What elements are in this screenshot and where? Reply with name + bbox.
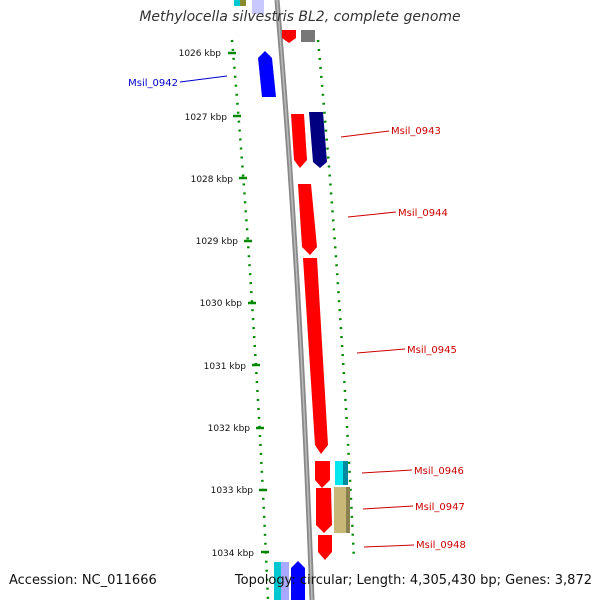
kbp-label: 1033 kbp — [211, 486, 254, 496]
gene-msil-0945[interactable] — [303, 258, 328, 454]
gene-top-olive — [240, 0, 246, 6]
leader-msil-0942 — [179, 75, 228, 83]
topology-label: Topology: circular; Length: 4,305,430 bp… — [234, 573, 592, 588]
gene-msil-0947[interactable] — [316, 488, 332, 533]
leader-msil-0945 — [356, 348, 406, 354]
kbp-labels: 1026 kbp 1027 kbp 1028 kbp 1029 kbp 1030… — [179, 49, 255, 559]
kbp-label: 1026 kbp — [179, 49, 222, 59]
leader-msil-0947 — [362, 505, 414, 510]
gene-label-msil-0943[interactable]: Msil_0943 — [391, 126, 441, 137]
gene-cyan-0946b-edge — [343, 461, 348, 485]
kbp-label: 1028 kbp — [191, 175, 234, 185]
gene-label-msil-0946[interactable]: Msil_0946 — [414, 466, 464, 477]
gene-label-msil-0945[interactable]: Msil_0945 — [407, 345, 457, 356]
genome-backbone-highlight — [276, 0, 313, 600]
gene-tan-0947b-edge — [346, 487, 350, 533]
gene-msil-0946[interactable] — [315, 461, 330, 488]
leader-msil-0946 — [361, 469, 413, 474]
gene-top-lightblue — [252, 0, 264, 14]
gene-label-msil-0942[interactable]: Msil_0942 — [128, 78, 178, 89]
gene-label-msil-0944[interactable]: Msil_0944 — [398, 208, 448, 219]
gene-msil-0942[interactable] — [258, 51, 276, 97]
gene-dark-0943b[interactable] — [309, 112, 327, 168]
gene-msil-0943[interactable] — [291, 114, 307, 168]
genome-title: Methylocella silvestris BL2, complete ge… — [139, 9, 461, 25]
gene-bottom-lightblue — [281, 562, 289, 600]
kbp-ticks — [228, 51, 269, 554]
kbp-label: 1030 kbp — [200, 299, 243, 309]
accession-label: Accession: NC_011666 — [9, 573, 157, 588]
gene-top-red — [282, 30, 296, 43]
kbp-label: 1027 kbp — [185, 113, 228, 123]
leader-msil-0948 — [363, 544, 415, 548]
kbp-label: 1032 kbp — [208, 424, 251, 434]
gene-label-msil-0948[interactable]: Msil_0948 — [416, 540, 466, 551]
gene-top-cyan — [234, 0, 240, 6]
gene-bottom-cyan — [274, 562, 281, 600]
gene-bottom-blue — [291, 561, 305, 600]
gene-top-gray — [301, 30, 315, 42]
kbp-label: 1029 kbp — [196, 237, 239, 247]
kbp-label: 1034 kbp — [212, 549, 255, 559]
leader-msil-0943 — [340, 130, 390, 138]
leader-msil-0944 — [347, 211, 397, 218]
scale-track-left — [230, 39, 270, 600]
gene-msil-0944[interactable] — [298, 184, 317, 255]
gene-label-msil-0947[interactable]: Msil_0947 — [415, 502, 465, 513]
gene-msil-0948[interactable] — [318, 535, 332, 560]
kbp-label: 1031 kbp — [204, 362, 247, 372]
